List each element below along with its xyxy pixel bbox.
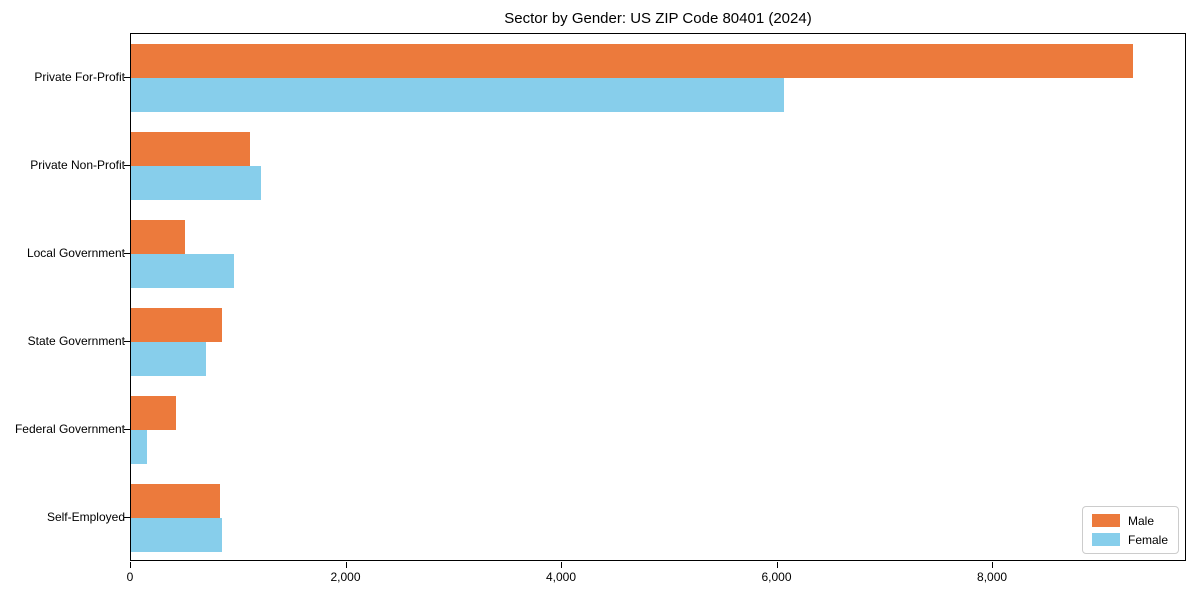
y-label-private-non-profit: Private Non-Profit xyxy=(30,158,125,172)
legend: Male Female xyxy=(1081,506,1179,554)
bar-male-local-government xyxy=(131,220,185,254)
bar-group-federal-government xyxy=(131,386,1185,474)
x-tick-label-6000: 6,000 xyxy=(761,570,792,584)
legend-label-male: Male xyxy=(1127,513,1154,528)
x-tick-label-2000: 2,000 xyxy=(330,570,361,584)
bar-male-private-non-profit xyxy=(131,132,250,166)
x-tick-6000 xyxy=(776,562,778,568)
bar-group-private-for-profit xyxy=(131,34,1185,122)
bar-group-state-government xyxy=(131,298,1185,386)
x-tick-label-4000: 4,000 xyxy=(546,570,577,584)
x-tick-label-8000: 8,000 xyxy=(977,570,1008,584)
plot-area xyxy=(130,33,1186,561)
bar-group-self-employed xyxy=(131,474,1185,562)
legend-item-male: Male xyxy=(1091,513,1168,528)
y-tick-private-for-profit xyxy=(124,77,130,78)
x-tick-8000 xyxy=(992,562,994,568)
y-tick-private-non-profit xyxy=(124,165,130,166)
y-label-local-government: Local Government xyxy=(26,246,125,260)
bar-male-private-for-profit xyxy=(131,44,1134,78)
x-tick-2000 xyxy=(345,562,347,568)
x-tick-label-0: 0 xyxy=(126,570,134,584)
bar-female-private-for-profit xyxy=(131,78,784,112)
y-tick-state-government xyxy=(124,341,130,342)
bar-female-federal-government xyxy=(131,430,148,464)
bar-female-private-non-profit xyxy=(131,166,262,200)
chart-title: Sector by Gender: US ZIP Code 80401 (202… xyxy=(504,10,812,27)
bar-male-state-government xyxy=(131,308,222,342)
bar-female-local-government xyxy=(131,254,235,288)
y-label-private-for-profit: Private For-Profit xyxy=(34,70,125,84)
y-tick-self-employed xyxy=(124,517,130,518)
bar-group-private-non-profit xyxy=(131,122,1185,210)
y-label-federal-government: Federal Government xyxy=(14,422,125,436)
bar-female-state-government xyxy=(131,342,207,376)
y-label-state-government: State Government xyxy=(27,334,125,348)
y-label-self-employed: Self-Employed xyxy=(46,510,125,524)
bar-female-self-employed xyxy=(131,518,222,552)
male-swatch xyxy=(1091,514,1120,527)
legend-label-female: Female xyxy=(1127,532,1168,547)
x-tick-4000 xyxy=(561,562,563,568)
bar-male-self-employed xyxy=(131,484,221,518)
y-tick-federal-government xyxy=(124,429,130,430)
x-tick-0 xyxy=(130,562,131,568)
bar-male-federal-government xyxy=(131,396,177,430)
y-tick-local-government xyxy=(124,253,130,254)
female-swatch xyxy=(1091,533,1120,546)
legend-item-female: Female xyxy=(1091,532,1168,547)
bar-group-local-government xyxy=(131,210,1185,298)
